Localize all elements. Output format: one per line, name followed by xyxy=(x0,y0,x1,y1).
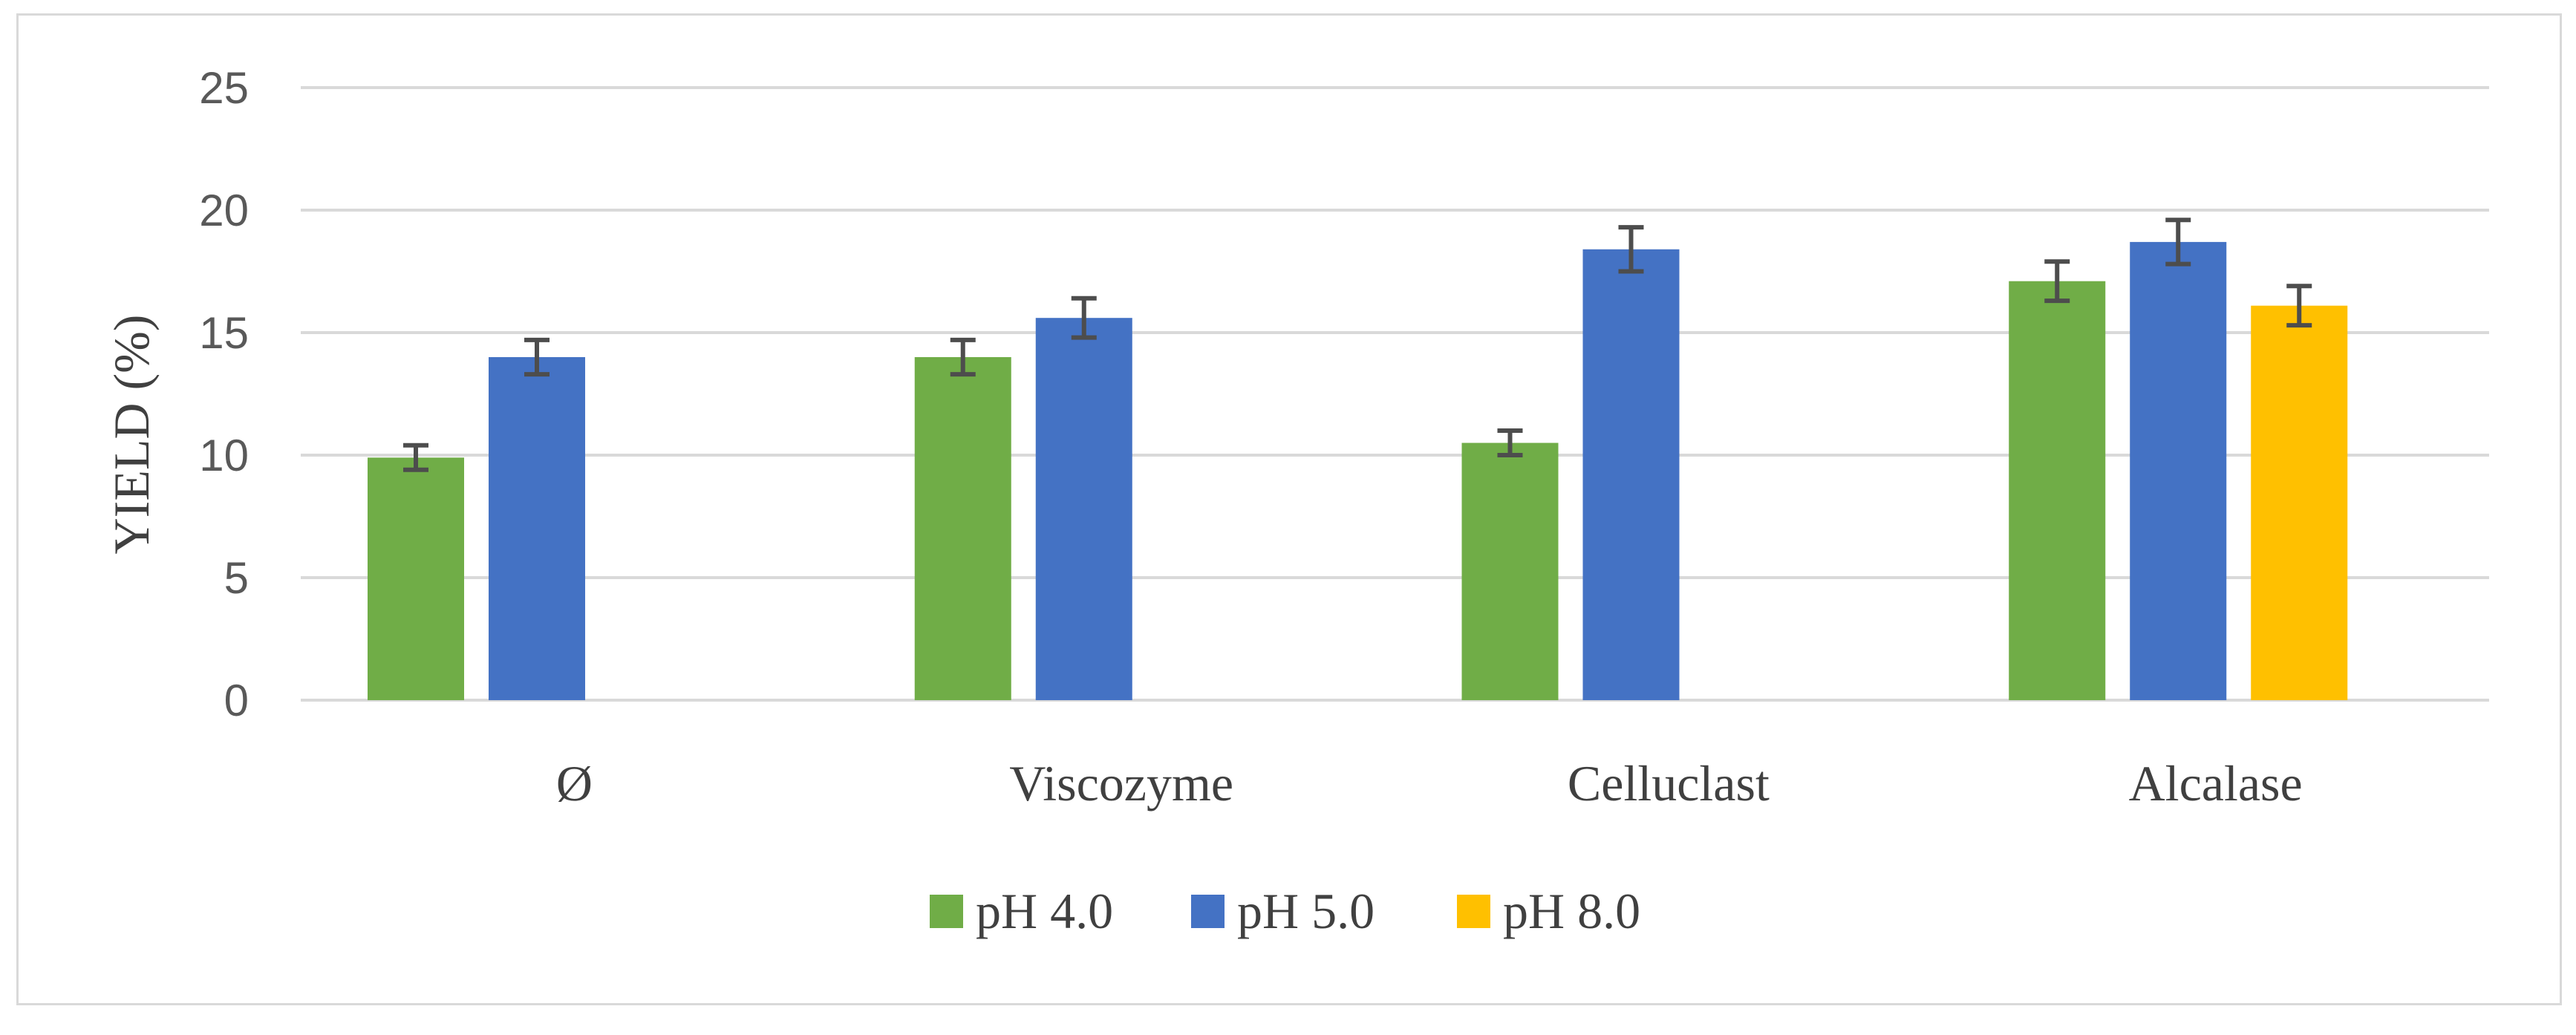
error-bar-ø-series-1 xyxy=(524,337,550,377)
bar-ø-series-0 xyxy=(368,457,464,700)
y-tick-label: 0 xyxy=(224,676,249,725)
bar-alcalase-series-2 xyxy=(2251,305,2348,700)
legend-label: pH 8.0 xyxy=(1503,883,1640,939)
error-bars xyxy=(403,218,2312,472)
legend-label: pH 5.0 xyxy=(1237,883,1375,939)
category-label: Ø xyxy=(556,755,593,812)
y-tick-label: 15 xyxy=(199,308,249,358)
y-axis-ticks: 0 5 10 15 20 25 xyxy=(199,63,249,725)
category-label: Viscozyme xyxy=(1009,755,1233,812)
error-bar-celluclast-series-1 xyxy=(1618,225,1644,274)
bars xyxy=(368,241,2348,700)
bar-alcalase-series-0 xyxy=(2009,281,2106,700)
error-bar-celluclast-series-0 xyxy=(1497,428,1523,457)
legend-item: pH 8.0 xyxy=(1457,883,1640,939)
y-tick-label: 20 xyxy=(199,186,249,235)
bar-alcalase-series-1 xyxy=(2130,241,2227,700)
legend-item: pH 5.0 xyxy=(1191,883,1375,939)
y-tick-label: 10 xyxy=(199,431,249,480)
category-label: Alcalase xyxy=(2129,755,2303,812)
legend-item: pH 4.0 xyxy=(930,883,1113,939)
legend-swatch xyxy=(1457,895,1490,928)
category-label: Celluclast xyxy=(1568,755,1770,812)
error-bar-ø-series-0 xyxy=(403,443,428,472)
x-axis-categories: Ø Viscozyme Celluclast Alcalase xyxy=(556,755,2303,812)
y-axis-title: YIELD (%) xyxy=(103,315,160,555)
y-tick-label: 25 xyxy=(199,63,249,113)
legend-swatch xyxy=(1191,895,1225,928)
legend-label: pH 4.0 xyxy=(976,883,1113,939)
error-bar-alcalase-series-0 xyxy=(2044,259,2070,304)
bar-ø-series-1 xyxy=(489,357,585,700)
error-bar-alcalase-series-1 xyxy=(2165,218,2191,267)
legend: pH 4.0 pH 5.0 pH 8.0 xyxy=(930,883,1640,939)
error-bar-alcalase-series-2 xyxy=(2286,284,2312,328)
bar-viscozyme-series-0 xyxy=(914,357,1011,700)
legend-swatch xyxy=(930,895,963,928)
bar-celluclast-series-0 xyxy=(1461,443,1559,700)
bar-celluclast-series-1 xyxy=(1582,249,1680,700)
gridlines xyxy=(301,86,2489,702)
error-bar-viscozyme-series-1 xyxy=(1071,296,1097,340)
error-bar-viscozyme-series-0 xyxy=(950,337,976,377)
y-tick-label: 5 xyxy=(224,553,249,603)
bar-viscozyme-series-1 xyxy=(1035,318,1132,700)
